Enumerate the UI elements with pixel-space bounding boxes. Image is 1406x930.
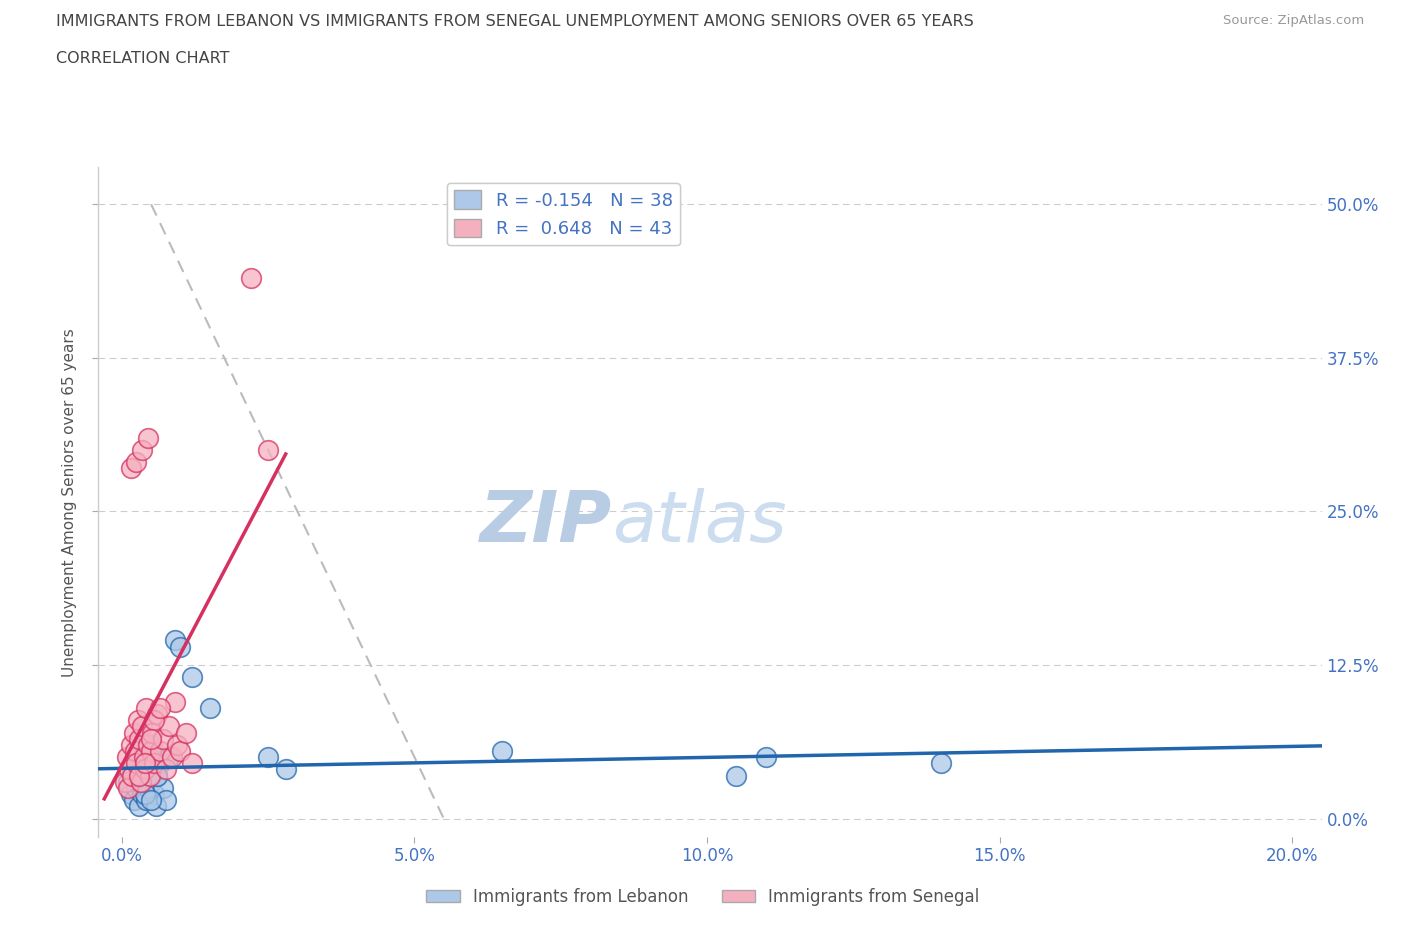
Text: atlas: atlas <box>612 488 787 557</box>
Point <box>128 799 150 814</box>
Point <box>136 431 159 445</box>
Point <box>139 768 162 783</box>
Point <box>125 756 148 771</box>
Point <box>124 744 146 759</box>
Point <box>131 719 153 734</box>
Point <box>149 756 172 771</box>
Point <box>115 750 138 764</box>
Point <box>117 780 139 795</box>
Point <box>120 787 142 802</box>
Point <box>139 792 162 807</box>
Point <box>160 750 183 764</box>
Point <box>134 787 156 802</box>
Point <box>149 700 172 715</box>
Point <box>141 737 163 752</box>
Text: IMMIGRANTS FROM LEBANON VS IMMIGRANTS FROM SENEGAL UNEMPLOYMENT AMONG SENIORS OV: IMMIGRANTS FROM LEBANON VS IMMIGRANTS FR… <box>56 14 974 29</box>
Point <box>125 780 148 795</box>
Point <box>135 700 157 715</box>
Point <box>121 762 143 777</box>
Point <box>136 737 159 752</box>
Point <box>257 443 280 458</box>
Point <box>181 670 204 684</box>
Text: ZIP: ZIP <box>479 488 612 557</box>
Point <box>125 455 148 470</box>
Point <box>181 756 204 771</box>
Point <box>755 750 778 764</box>
Point <box>146 768 169 783</box>
Point <box>131 443 153 458</box>
Point <box>257 750 280 764</box>
Point <box>163 633 186 648</box>
Point <box>169 639 191 654</box>
Point <box>120 461 142 476</box>
Point <box>152 780 174 795</box>
Point <box>128 731 150 746</box>
Point <box>134 756 156 771</box>
Point <box>929 756 952 771</box>
Point <box>121 768 143 783</box>
Point <box>725 768 748 783</box>
Point <box>135 792 157 807</box>
Point <box>143 787 166 802</box>
Point <box>145 799 167 814</box>
Point <box>128 775 150 790</box>
Point <box>141 725 163 740</box>
Point <box>139 744 162 759</box>
Point <box>118 762 141 777</box>
Point <box>163 695 186 710</box>
Point <box>129 756 152 771</box>
Point <box>491 744 513 759</box>
Point <box>134 744 156 759</box>
Point <box>155 792 177 807</box>
Point <box>136 780 159 795</box>
Y-axis label: Unemployment Among Seniors over 65 years: Unemployment Among Seniors over 65 years <box>62 328 77 677</box>
Point <box>117 775 139 790</box>
Point <box>157 750 180 764</box>
Point <box>143 756 166 771</box>
Point <box>146 768 169 783</box>
Point <box>139 775 162 790</box>
Point <box>124 750 146 764</box>
Point <box>127 712 149 727</box>
Point <box>139 731 162 746</box>
Point <box>134 762 156 777</box>
Point <box>146 707 169 722</box>
Point <box>174 725 197 740</box>
Point <box>139 762 162 777</box>
Point <box>169 744 191 759</box>
Point <box>166 737 188 752</box>
Point <box>131 787 153 802</box>
Point <box>129 775 152 790</box>
Point <box>127 768 149 783</box>
Point <box>274 762 297 777</box>
Legend: Immigrants from Lebanon, Immigrants from Senegal: Immigrants from Lebanon, Immigrants from… <box>419 881 987 912</box>
Point <box>143 712 166 727</box>
Point <box>149 744 172 759</box>
Point <box>132 775 155 790</box>
Point <box>155 762 177 777</box>
Point <box>239 271 262 286</box>
Point <box>120 737 142 752</box>
Point <box>128 768 150 783</box>
Point <box>114 775 136 790</box>
Text: CORRELATION CHART: CORRELATION CHART <box>56 51 229 66</box>
Point <box>198 700 221 715</box>
Point <box>152 731 174 746</box>
Legend: R = -0.154   N = 38, R =  0.648   N = 43: R = -0.154 N = 38, R = 0.648 N = 43 <box>447 183 679 246</box>
Point <box>122 792 145 807</box>
Point <box>132 750 155 764</box>
Point <box>157 719 180 734</box>
Text: Source: ZipAtlas.com: Source: ZipAtlas.com <box>1223 14 1364 27</box>
Point <box>122 725 145 740</box>
